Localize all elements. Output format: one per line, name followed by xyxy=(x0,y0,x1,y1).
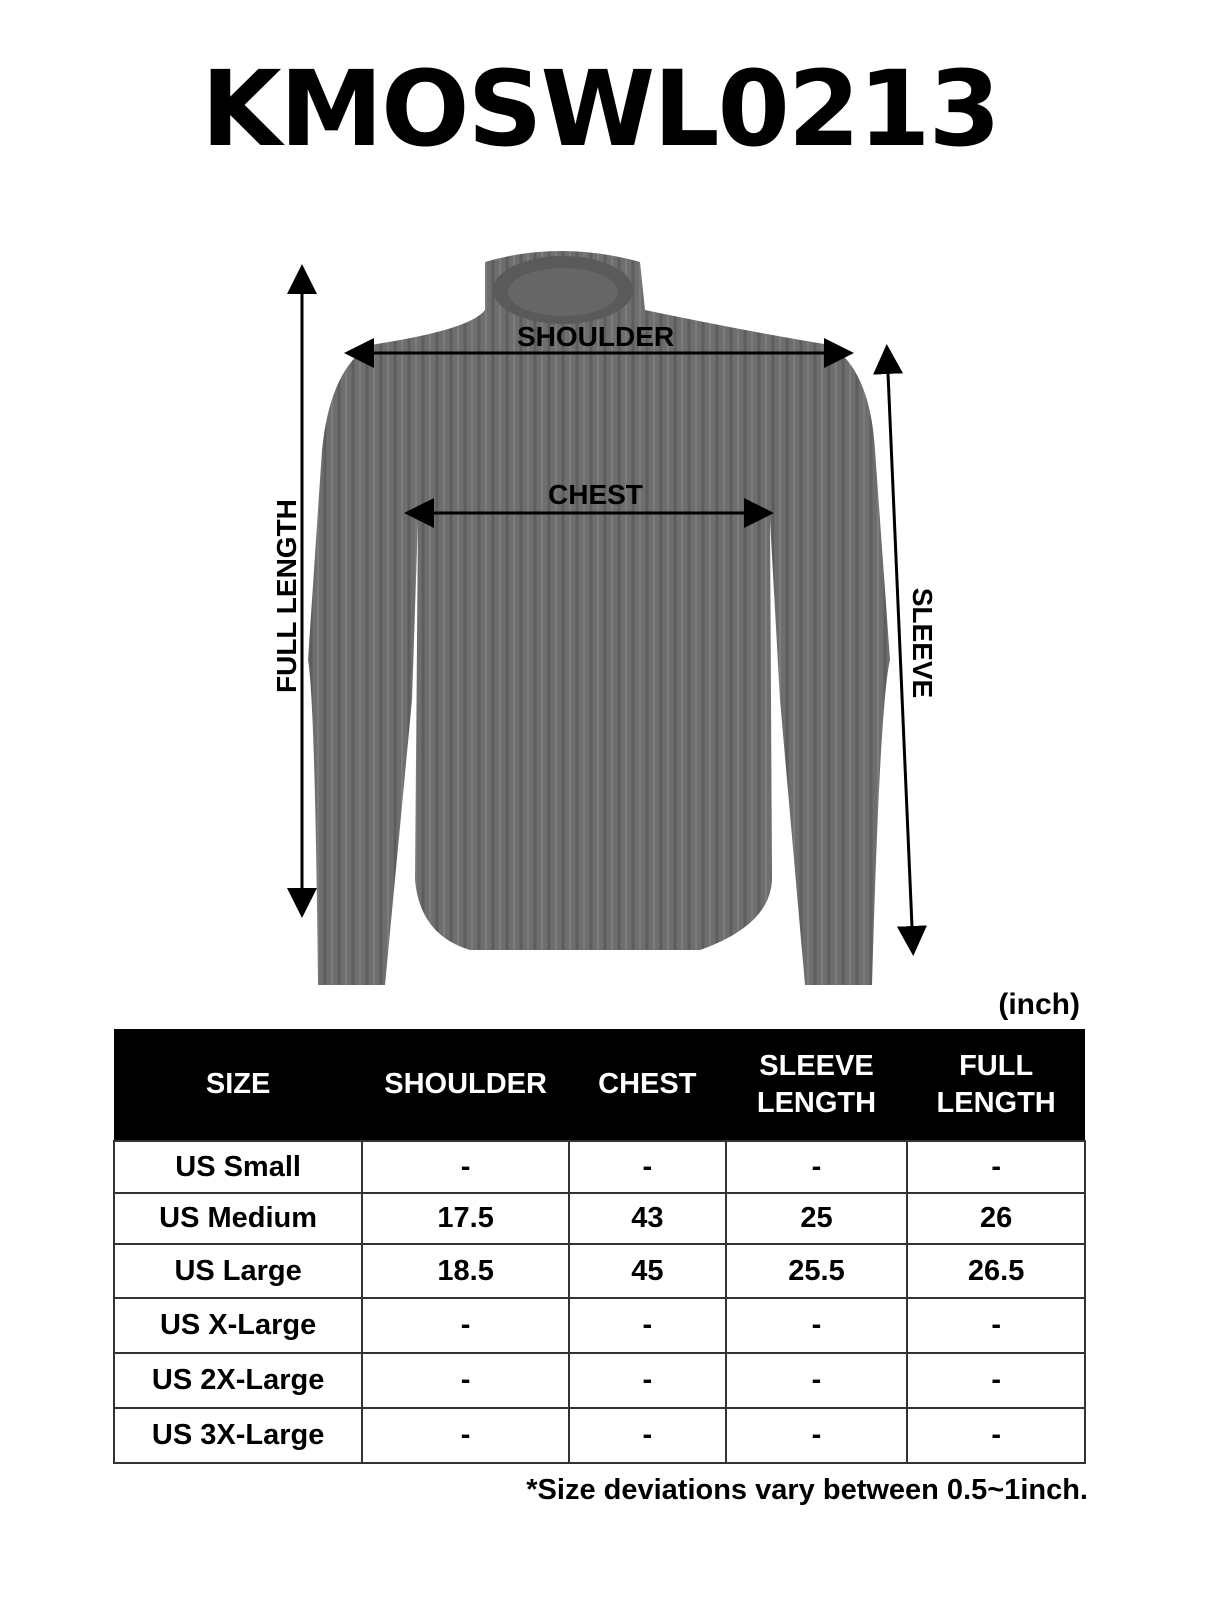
header-size: SIZE xyxy=(114,1029,363,1141)
measurement-cell: 26 xyxy=(906,1192,1086,1245)
measurement-cell: - xyxy=(724,1352,909,1409)
table-row: US 2X-Large - - - - xyxy=(112,1352,1086,1409)
measurement-cell: - xyxy=(567,1140,727,1194)
measurement-cell: 43 xyxy=(567,1192,727,1245)
measurement-cell: - xyxy=(567,1407,727,1464)
measurement-cell: - xyxy=(567,1352,727,1409)
measurement-cell: - xyxy=(724,1297,909,1354)
size-table: SIZE SHOULDER CHEST SLEEVE LENGTH FULL L… xyxy=(112,1029,1086,1464)
table-row: US 3X-Large - - - - xyxy=(112,1407,1086,1464)
size-cell: US 2X-Large xyxy=(112,1352,364,1409)
measurement-cell: 25 xyxy=(724,1192,909,1245)
measurement-cell: - xyxy=(361,1140,570,1194)
size-cell: US Large xyxy=(112,1243,364,1299)
table-header-row: SIZE SHOULDER CHEST SLEEVE LENGTH FULL L… xyxy=(114,1029,1085,1141)
measurement-cell: - xyxy=(724,1140,909,1194)
product-code-title: KMOSWL0213 xyxy=(201,48,1001,170)
measurement-cell: 25.5 xyxy=(724,1243,909,1299)
sweater-diagram xyxy=(287,251,927,985)
size-cell: US Medium xyxy=(112,1192,364,1245)
header-sleeve-length: SLEEVE LENGTH xyxy=(725,1029,908,1141)
measurement-cell: 17.5 xyxy=(361,1192,570,1245)
table-row: US Medium 17.5 43 25 26 xyxy=(112,1192,1086,1245)
shoulder-label: SHOULDER xyxy=(517,321,675,352)
table-row: US X-Large - - - - xyxy=(112,1297,1086,1354)
chest-label: CHEST xyxy=(548,479,643,510)
measurement-cell: 45 xyxy=(567,1243,727,1299)
header-chest: CHEST xyxy=(568,1029,726,1141)
sweater-image xyxy=(308,251,890,985)
size-cell: US X-Large xyxy=(112,1297,364,1354)
size-cell: US 3X-Large xyxy=(112,1407,364,1464)
table-row: US Large 18.5 45 25.5 26.5 xyxy=(112,1243,1086,1299)
measurement-cell: - xyxy=(906,1352,1086,1409)
sleeve-label: SLEEVE xyxy=(907,587,938,699)
measurement-cell: - xyxy=(361,1352,570,1409)
measurement-cell: - xyxy=(906,1297,1086,1354)
header-shoulder: SHOULDER xyxy=(362,1029,569,1141)
header-full-length-text: FULL LENGTH xyxy=(936,1049,1056,1119)
table-row: US Small - - - - xyxy=(112,1140,1086,1194)
header-full-length: FULL LENGTH xyxy=(907,1029,1085,1141)
sleeve-arrow xyxy=(873,344,927,956)
size-cell: US Small xyxy=(112,1140,364,1194)
measurement-cell: 26.5 xyxy=(906,1243,1086,1299)
measurement-cell: - xyxy=(906,1140,1086,1194)
size-deviation-note: *Size deviations vary between 0.5~1inch. xyxy=(526,1474,1088,1506)
header-sleeve-length-text: SLEEVE LENGTH xyxy=(756,1049,877,1119)
measurement-cell: - xyxy=(724,1407,909,1464)
measurement-cell: 18.5 xyxy=(361,1243,570,1299)
measurement-cell: - xyxy=(361,1297,570,1354)
measurement-cell: - xyxy=(567,1297,727,1354)
unit-label: (inch) xyxy=(998,988,1080,1021)
full-length-label: FULL LENGTH xyxy=(271,499,302,693)
measurement-cell: - xyxy=(906,1407,1086,1464)
measurement-cell: - xyxy=(361,1407,570,1464)
